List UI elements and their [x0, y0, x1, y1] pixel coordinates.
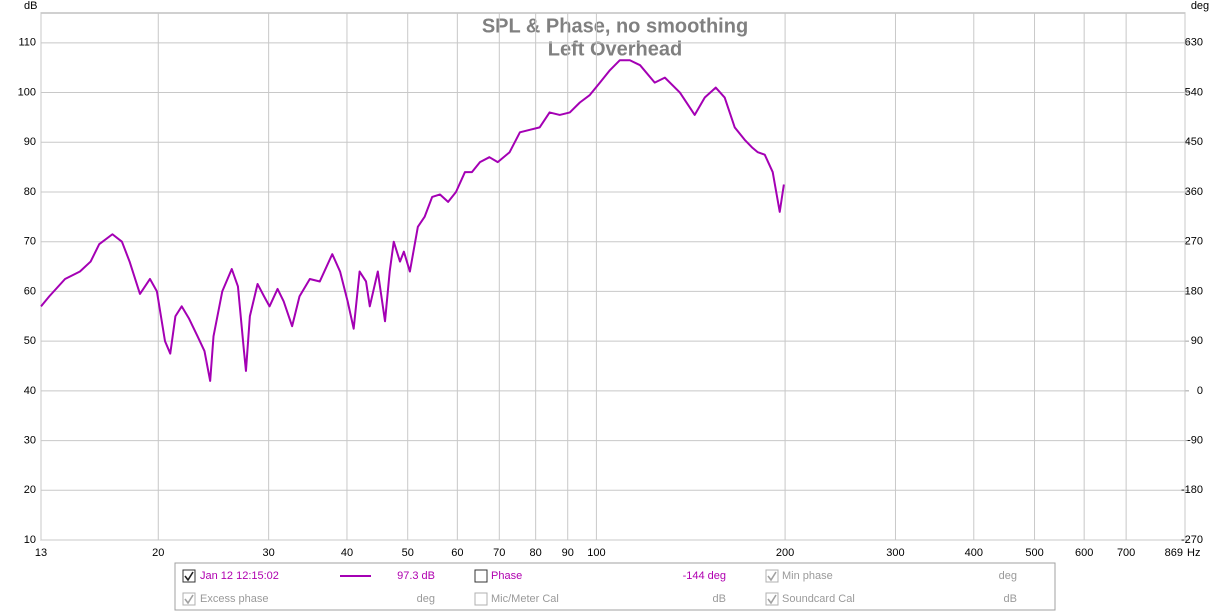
x-tick-label: 500: [1025, 547, 1043, 559]
control-checkbox[interactable]: [765, 592, 779, 606]
y2-tick-label: 180: [1185, 285, 1203, 297]
legend-panel: [174, 562, 1056, 611]
x-unit: Hz: [1187, 547, 1200, 559]
control-value: -144 deg: [683, 570, 726, 582]
control-label: Mic/Meter Cal: [491, 593, 559, 605]
x-tick-label: 400: [965, 547, 983, 559]
y2-axis-label: deg: [1191, 0, 1209, 12]
control-checkbox-check: [184, 594, 194, 605]
y-tick-label: 50: [24, 335, 36, 347]
plot-area: [40, 12, 1186, 541]
x-tick-label: 13: [35, 547, 47, 559]
y-tick-label: 90: [24, 136, 36, 148]
x-tick-label: 90: [562, 547, 574, 559]
control-checkbox[interactable]: [474, 592, 488, 606]
legend-label: Jan 12 12:15:02: [200, 570, 279, 582]
x-tick-label: 40: [341, 547, 353, 559]
x-tick-label: 70: [493, 547, 505, 559]
y2-tick-label: 540: [1185, 86, 1203, 98]
y-tick-label: 20: [24, 484, 36, 496]
x-tick-label: 869: [1165, 547, 1183, 559]
control-value: dB: [1004, 593, 1017, 605]
y2-tick-label: 90: [1191, 335, 1203, 347]
control-label: Phase: [491, 570, 522, 582]
y-tick-label: 100: [18, 86, 36, 98]
x-tick-label: 100: [587, 547, 605, 559]
control-label: Min phase: [782, 570, 833, 582]
chart-title: SPL & Phase, no smoothing: [482, 15, 748, 37]
legend-readout: 97.3 dB: [397, 570, 435, 582]
control-value: deg: [999, 570, 1017, 582]
control-label: Excess phase: [200, 593, 268, 605]
x-tick-label: 600: [1075, 547, 1093, 559]
chart-subtitle: Left Overhead: [548, 38, 682, 60]
control-checkbox-check: [767, 571, 777, 582]
x-tick-label: 300: [886, 547, 904, 559]
y-tick-label: 10: [24, 534, 36, 546]
series-checkbox-check: [184, 571, 194, 582]
y-tick-label: 40: [24, 385, 36, 397]
y2-tick-label: -90: [1187, 434, 1203, 446]
y2-tick-label: -180: [1181, 484, 1203, 496]
y2-tick-label: -270: [1181, 534, 1203, 546]
y2-tick-label: 0: [1197, 385, 1203, 397]
control-checkbox[interactable]: [765, 569, 779, 583]
y-tick-label: 60: [24, 285, 36, 297]
y-tick-label: 80: [24, 186, 36, 198]
x-tick-label: 50: [402, 547, 414, 559]
x-tick-label: 60: [451, 547, 463, 559]
y2-tick-label: 450: [1185, 136, 1203, 148]
control-checkbox[interactable]: [182, 592, 196, 606]
series-checkbox[interactable]: [182, 569, 196, 583]
y-tick-label: 70: [24, 236, 36, 248]
control-value: dB: [713, 593, 726, 605]
y-axis-label: dB: [24, 0, 37, 12]
y2-tick-label: 270: [1185, 236, 1203, 248]
x-tick-label: 20: [152, 547, 164, 559]
control-checkbox-check: [767, 594, 777, 605]
x-tick-label: 30: [263, 547, 275, 559]
control-label: Soundcard Cal: [782, 593, 855, 605]
control-checkbox[interactable]: [474, 569, 488, 583]
y-tick-label: 30: [24, 434, 36, 446]
y2-tick-label: 630: [1185, 37, 1203, 49]
x-tick-label: 700: [1117, 547, 1135, 559]
y2-tick-label: 360: [1185, 186, 1203, 198]
line-series: [40, 59, 785, 382]
x-tick-label: 80: [530, 547, 542, 559]
control-value: deg: [417, 593, 435, 605]
y-tick-label: 110: [18, 37, 36, 49]
x-tick-label: 200: [776, 547, 794, 559]
